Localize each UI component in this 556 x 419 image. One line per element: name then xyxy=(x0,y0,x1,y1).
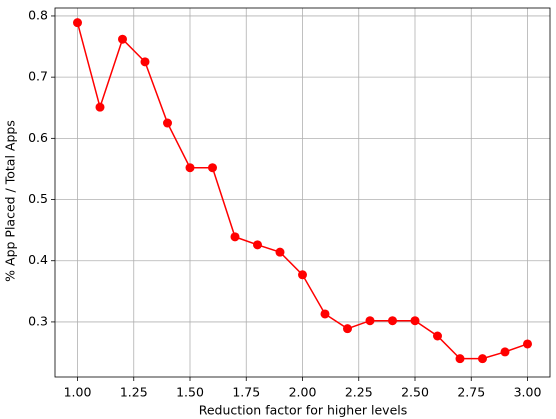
point xyxy=(95,102,105,112)
point xyxy=(140,57,150,67)
y-tick-label: 0.4 xyxy=(28,252,48,267)
x-tick-label: 1.50 xyxy=(176,385,204,400)
point xyxy=(73,18,82,28)
point xyxy=(208,163,217,173)
x-tick-label: 1.25 xyxy=(120,385,148,400)
x-tick-label: 1.00 xyxy=(64,385,92,400)
point xyxy=(410,316,420,326)
point xyxy=(343,324,352,334)
point xyxy=(298,270,307,280)
point xyxy=(253,240,262,250)
y-axis-label: % App Placed / Total Apps xyxy=(3,120,18,282)
x-tick-label: 2.50 xyxy=(401,385,429,400)
point xyxy=(500,347,510,357)
point xyxy=(185,163,195,173)
y-tick-label: 0.6 xyxy=(28,130,48,145)
point xyxy=(455,354,465,364)
point xyxy=(365,316,375,326)
point xyxy=(388,316,397,326)
point xyxy=(118,34,127,44)
y-tick-label: 0.5 xyxy=(28,191,48,206)
x-tick-label: 1.75 xyxy=(232,385,260,400)
x-tick-label: 2.00 xyxy=(289,385,317,400)
point xyxy=(275,247,285,257)
x-tick-label: 3.00 xyxy=(514,385,542,400)
y-tick-label: 0.7 xyxy=(28,69,48,84)
x-axis-label: Reduction factor for higher levels xyxy=(199,403,408,418)
x-tick-label: 2.25 xyxy=(345,385,373,400)
point xyxy=(433,331,442,341)
y-tick-label: 0.8 xyxy=(28,7,48,22)
x-tick-label: 2.75 xyxy=(457,385,485,400)
point xyxy=(320,309,330,319)
y-tick-label: 0.3 xyxy=(28,313,48,328)
point xyxy=(230,232,240,242)
point xyxy=(478,354,487,364)
plot-frame xyxy=(54,7,551,378)
point xyxy=(163,118,172,128)
point xyxy=(523,339,532,349)
